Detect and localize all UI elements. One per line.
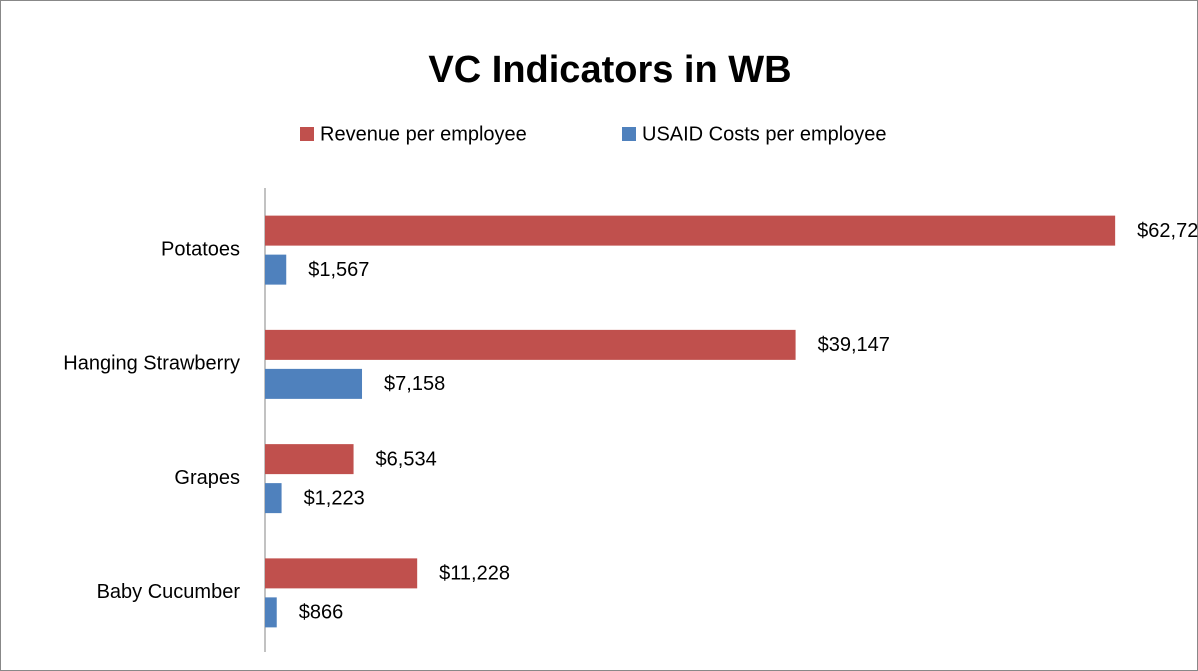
legend-swatch — [300, 127, 314, 141]
data-label: $1,567 — [308, 259, 369, 281]
y-tick-label: Baby Cucumber — [97, 581, 241, 603]
data-label: $6,534 — [376, 448, 437, 470]
y-tick-label: Grapes — [174, 467, 240, 489]
y-tick-label: Potatoes — [161, 238, 240, 260]
bar — [265, 329, 796, 360]
bar — [265, 254, 287, 285]
y-tick-label: Hanging Strawberry — [63, 353, 240, 375]
bar — [265, 483, 282, 514]
data-label: $11,228 — [439, 563, 510, 585]
bar — [265, 215, 1116, 246]
chart-title: VC Indicators in WB — [428, 49, 791, 91]
bar — [265, 444, 354, 475]
legend-swatch — [622, 127, 636, 141]
legend-label: Revenue per employee — [320, 123, 527, 145]
bar — [265, 597, 277, 628]
data-label: $7,158 — [384, 373, 445, 395]
data-label: $1,223 — [304, 487, 365, 509]
bar — [265, 368, 363, 399]
data-label: $39,147 — [818, 334, 890, 356]
data-label: $866 — [299, 602, 344, 624]
bar — [265, 558, 418, 589]
legend-label: USAID Costs per employee — [642, 123, 887, 145]
data-label: $62,724 — [1137, 220, 1198, 242]
